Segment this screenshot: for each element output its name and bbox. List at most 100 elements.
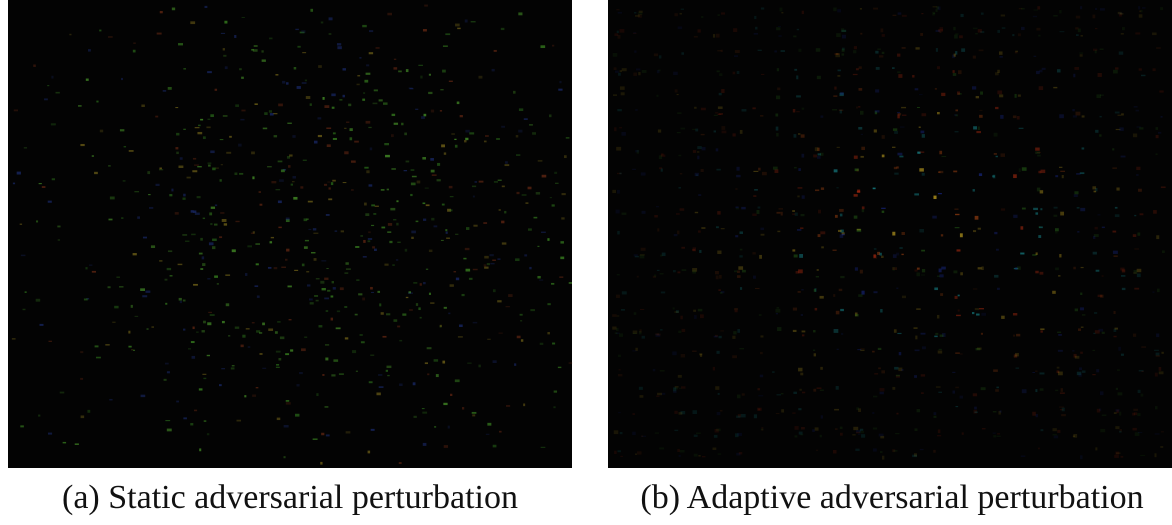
noise-dot (357, 74, 361, 77)
noise-dot (373, 213, 377, 215)
noise-dot (719, 73, 723, 77)
noise-dot (1061, 407, 1065, 412)
noise-dot (939, 170, 944, 174)
noise-dot (793, 35, 797, 38)
noise-dot (187, 348, 191, 350)
noise-dot (758, 167, 761, 171)
noise-dot (875, 89, 880, 93)
noise-dot (980, 91, 984, 95)
noise-dot (936, 66, 941, 70)
noise-dot (873, 129, 877, 133)
noise-dot (1121, 287, 1126, 291)
noise-dot (231, 365, 235, 367)
noise-dot (108, 218, 113, 221)
noise-dot (701, 455, 706, 458)
noise-dot (754, 15, 757, 20)
noise-dot (560, 256, 565, 260)
noise-dot (333, 359, 339, 362)
noise-dot (1133, 106, 1138, 108)
noise-dot (1032, 254, 1037, 256)
noise-dot (898, 352, 902, 356)
noise-dot (797, 195, 800, 198)
noise-dot (1061, 414, 1066, 417)
noise-dot (416, 180, 421, 184)
noise-dot (895, 374, 900, 377)
noise-dot (133, 42, 136, 44)
noise-dot (445, 33, 451, 36)
noise-dot (491, 68, 495, 72)
noise-dot (323, 183, 328, 186)
noise-dot (1118, 13, 1122, 17)
noise-dot (1061, 175, 1064, 179)
noise-dot (179, 157, 183, 160)
noise-dot (183, 193, 186, 197)
noise-dot (919, 151, 925, 154)
noise-dot (777, 327, 782, 332)
noise-dot (1078, 373, 1082, 377)
noise-dot (310, 252, 316, 254)
noise-dot (839, 109, 842, 114)
noise-dot (675, 310, 679, 313)
noise-dot (443, 306, 447, 309)
noise-dot (87, 409, 91, 413)
noise-dot (977, 126, 980, 131)
noise-dot (873, 247, 877, 250)
noise-dot (1017, 33, 1021, 37)
noise-dot (619, 431, 623, 435)
noise-dot (854, 168, 859, 172)
noise-dot (853, 46, 858, 50)
noise-dot (213, 223, 218, 226)
noise-dot (1056, 366, 1060, 369)
noise-dot (1136, 273, 1141, 278)
noise-dot (855, 448, 860, 451)
noise-dot (780, 211, 783, 216)
noise-dot (856, 228, 861, 231)
noise-dot (897, 152, 903, 156)
noise-dot (955, 213, 960, 216)
noise-dot (892, 254, 897, 258)
noise-dot (914, 88, 919, 91)
noise-dot (1055, 175, 1059, 178)
noise-dot (659, 272, 664, 275)
noise-dot (934, 88, 937, 90)
noise-dot (123, 146, 127, 148)
noise-dot (191, 233, 196, 236)
noise-dot (484, 266, 489, 269)
noise-dot (80, 143, 85, 147)
noise-dot (833, 7, 837, 12)
noise-dot (331, 93, 336, 97)
noise-dot (373, 248, 377, 252)
noise-dot (1134, 214, 1137, 217)
noise-dot (841, 53, 845, 56)
noise-dot (616, 172, 622, 175)
noise-dot (271, 180, 277, 184)
noise-dot (369, 147, 373, 151)
noise-dot (437, 162, 441, 166)
noise-dot (761, 73, 765, 76)
noise-dot (856, 228, 862, 233)
noise-dot (287, 122, 292, 124)
noise-dot (841, 29, 846, 33)
noise-dot (1153, 210, 1157, 214)
noise-dot (342, 182, 347, 184)
noise-dot (937, 350, 943, 354)
noise-dot (430, 169, 435, 173)
noise-dot (220, 212, 225, 214)
noise-dot (995, 155, 998, 158)
noise-dot (264, 112, 268, 115)
noise-dot (214, 88, 218, 91)
noise-dot (13, 109, 19, 112)
noise-dot (933, 412, 937, 416)
noise-dot (638, 386, 643, 390)
noise-dot (422, 411, 428, 414)
noise-dot (453, 271, 457, 273)
noise-dot (1055, 389, 1059, 392)
noise-dot (1032, 371, 1036, 374)
noise-dot (174, 212, 179, 215)
noise-dot (934, 335, 938, 338)
noise-dot (700, 107, 706, 111)
noise-dot (693, 309, 697, 312)
noise-dot (1095, 129, 1099, 133)
noise-dot (881, 255, 884, 259)
noise-dot (1060, 170, 1066, 172)
